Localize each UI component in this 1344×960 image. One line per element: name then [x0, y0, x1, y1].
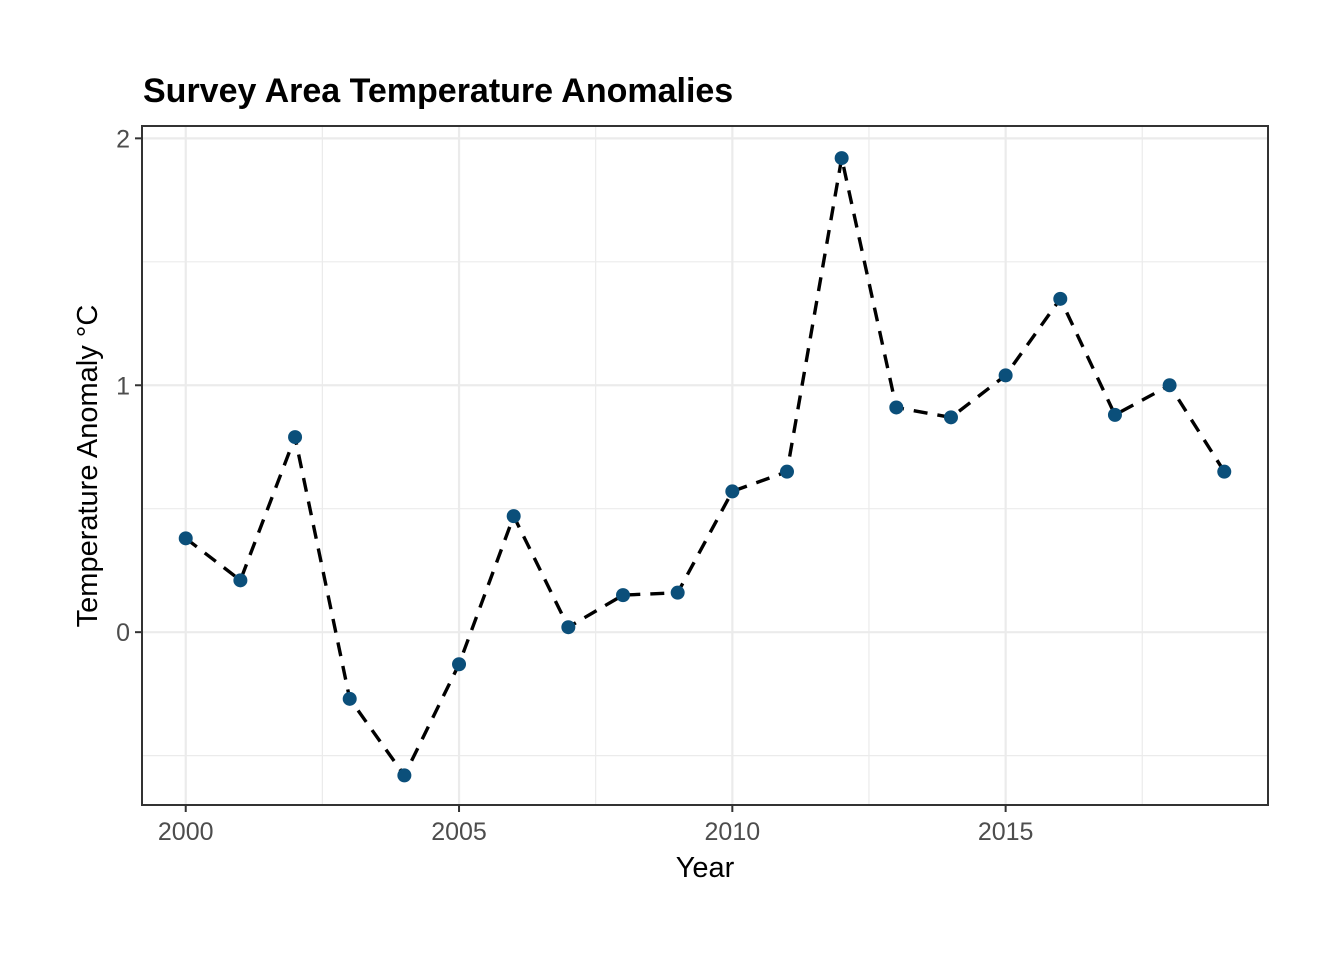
- data-point: [834, 151, 849, 166]
- x-tick-label: 2000: [158, 818, 214, 846]
- data-point: [342, 691, 357, 706]
- data-point: [506, 509, 521, 524]
- x-tick-label: 2010: [705, 818, 761, 846]
- data-point: [725, 484, 740, 499]
- data-point: [943, 410, 958, 425]
- x-tick-label: 2015: [978, 818, 1034, 846]
- y-axis-title: Temperature Anomaly °C: [72, 305, 104, 628]
- x-axis-title: Year: [676, 852, 735, 884]
- major-grid: [142, 126, 1268, 805]
- y-axis: 0 1 2: [116, 125, 142, 647]
- data-point: [998, 368, 1013, 383]
- series-layer: [178, 151, 1232, 783]
- x-tick-label: 2005: [431, 818, 487, 846]
- data-point: [779, 464, 794, 479]
- data-point: [452, 657, 467, 672]
- data-point: [1053, 291, 1068, 306]
- data-point: [1217, 464, 1232, 479]
- data-point: [670, 585, 685, 600]
- y-tick-label: 1: [116, 372, 130, 400]
- data-point: [1162, 378, 1177, 393]
- data-point: [178, 531, 193, 546]
- y-tick-label: 2: [116, 125, 130, 153]
- y-tick-label: 0: [116, 619, 130, 647]
- data-point: [288, 430, 303, 445]
- plot-panel-frame: [141, 125, 1269, 806]
- series-line: [184, 156, 1226, 778]
- data-point: [233, 573, 248, 588]
- data-point: [616, 588, 631, 603]
- data-point: [561, 620, 576, 635]
- minor-grid: [142, 126, 1268, 805]
- data-point: [889, 400, 904, 415]
- x-axis: 2000 2005 2010 2015: [158, 805, 1034, 846]
- chart-title: Survey Area Temperature Anomalies: [143, 72, 733, 110]
- data-point: [1107, 407, 1122, 422]
- data-point: [397, 768, 412, 783]
